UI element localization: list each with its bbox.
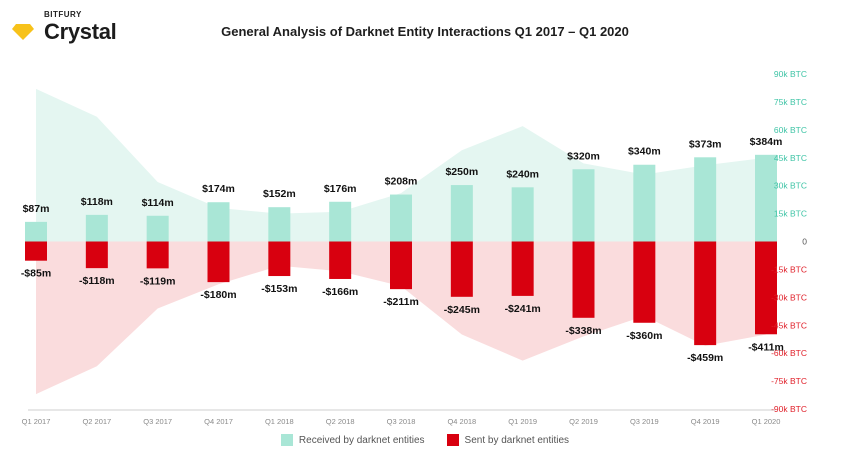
sent-bar <box>633 241 656 323</box>
x-tick-label: Q1 2019 <box>508 417 537 426</box>
sent-bar <box>146 241 169 269</box>
sent-bar <box>694 241 717 346</box>
legend-item-received: Received by darknet entities <box>280 434 425 446</box>
x-tick-label: Q3 2017 <box>143 417 172 426</box>
received-value-label: $152m <box>263 188 296 200</box>
brand-name: Crystal <box>44 19 117 44</box>
sent-bar <box>268 241 291 277</box>
received-bar <box>755 154 777 242</box>
received-value-label: $114m <box>142 197 174 209</box>
y-tick-label: -90k BTC <box>771 404 807 414</box>
received-bar <box>633 164 656 242</box>
received-bar <box>450 185 473 242</box>
y-tick-label: -30k BTC <box>771 292 807 302</box>
legend-label-received: Received by darknet entities <box>298 434 425 446</box>
received-value-label: $118m <box>81 196 113 208</box>
received-value-label: $176m <box>324 183 357 195</box>
received-bar <box>390 194 412 242</box>
received-bar <box>146 215 169 242</box>
received-value-label: $87m <box>23 203 50 215</box>
sent-value-label: -$241m <box>505 303 541 315</box>
y-tick-label: 0 <box>802 237 807 247</box>
received-bar <box>25 221 47 242</box>
sent-value-label: -$411m <box>748 341 784 353</box>
brand-kicker: BITFURY <box>44 10 82 19</box>
x-tick-label: Q3 2019 <box>630 417 659 426</box>
legend-swatch-sent <box>446 434 459 446</box>
x-tick-label: Q3 2018 <box>387 417 416 426</box>
y-tick-label: 90k BTC <box>774 69 807 79</box>
received-value-label: $208m <box>385 176 418 188</box>
legend-item-sent: Sent by darknet entities <box>446 434 570 446</box>
received-value-label: $320m <box>567 150 600 162</box>
received-bar <box>511 187 534 242</box>
y-tick-label: -75k BTC <box>771 376 807 386</box>
received-bar <box>268 207 291 242</box>
y-tick-label: 60k BTC <box>774 125 807 135</box>
sent-value-label: -$360m <box>626 330 662 342</box>
crystal-gem-icon <box>12 24 34 40</box>
chart-title: General Analysis of Darknet Entity Inter… <box>221 24 629 39</box>
y-tick-label: -60k BTC <box>771 348 807 358</box>
received-value-label: $373m <box>689 138 722 150</box>
received-bar <box>207 202 230 242</box>
sent-value-label: -$153m <box>261 283 297 295</box>
y-tick-label: -45k BTC <box>771 320 807 330</box>
sent-bar <box>755 241 777 335</box>
received-bar <box>572 169 595 242</box>
y-tick-label: -15k BTC <box>771 264 807 274</box>
x-tick-label: Q4 2019 <box>691 417 720 426</box>
received-value-label: $174m <box>202 183 235 195</box>
sent-bar <box>390 241 412 290</box>
x-tick-label: Q2 2017 <box>82 417 111 426</box>
x-tick-label: Q1 2020 <box>752 417 781 426</box>
sent-value-label: -$118m <box>79 275 115 287</box>
sent-bar <box>207 241 230 283</box>
sent-value-label: -$180m <box>200 289 236 301</box>
sent-value-label: -$459m <box>687 352 723 364</box>
brand-logo: BITFURY Crystal <box>12 8 132 48</box>
sent-value-label: -$245m <box>444 304 480 316</box>
x-tick-label: Q2 2018 <box>326 417 355 426</box>
received-bar <box>694 157 717 242</box>
chart-legend: Received by darknet entities Sent by dar… <box>0 434 850 446</box>
sent-bar <box>329 241 352 279</box>
y-tick-label: 15k BTC <box>774 209 807 219</box>
sent-bar <box>511 241 534 296</box>
sent-value-label: -$85m <box>21 268 51 280</box>
sent-bar <box>25 241 47 261</box>
sent-value-label: -$211m <box>383 296 419 308</box>
received-value-label: $340m <box>628 146 661 158</box>
sent-bar <box>450 241 473 297</box>
x-tick-label: Q4 2018 <box>447 417 476 426</box>
x-tick-label: Q2 2019 <box>569 417 598 426</box>
sent-value-label: -$166m <box>322 286 358 298</box>
x-tick-label: Q1 2017 <box>22 417 51 426</box>
y-tick-label: 45k BTC <box>774 153 807 163</box>
received-value-label: $240m <box>506 168 539 180</box>
received-bar <box>329 201 352 242</box>
received-value-label: $250m <box>445 166 478 178</box>
legend-swatch-received <box>280 434 293 446</box>
y-tick-label: 30k BTC <box>774 181 807 191</box>
sent-bar <box>572 241 595 318</box>
legend-label-sent: Sent by darknet entities <box>464 434 570 446</box>
sent-value-label: -$338m <box>565 325 601 337</box>
x-tick-label: Q1 2018 <box>265 417 294 426</box>
sent-bar <box>85 241 108 269</box>
y-tick-label: 75k BTC <box>774 97 807 107</box>
received-value-label: $384m <box>750 136 783 148</box>
received-bar <box>85 214 108 242</box>
sent-value-label: -$119m <box>140 275 176 287</box>
x-tick-label: Q4 2017 <box>204 417 233 426</box>
